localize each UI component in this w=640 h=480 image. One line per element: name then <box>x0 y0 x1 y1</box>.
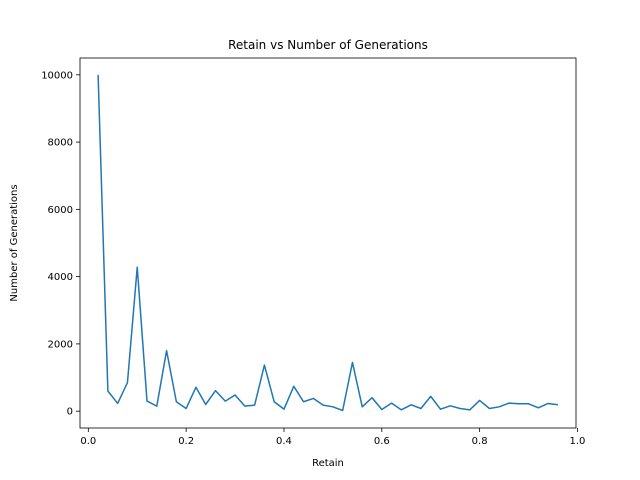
y-tick-label: 2000 <box>48 339 73 350</box>
y-tick-label: 0 <box>67 407 73 418</box>
plot-area <box>97 74 559 412</box>
series-line <box>97 74 559 412</box>
y-tick-label: 6000 <box>48 205 73 216</box>
y-tick-label: 8000 <box>48 138 73 149</box>
y-tick-label: 4000 <box>48 272 73 283</box>
x-tick-label: 1.0 <box>570 436 586 447</box>
x-axis-label: Retain <box>312 458 344 469</box>
y-axis-label: Number of Generations <box>9 184 20 301</box>
x-axis: 0.0 0.2 0.4 0.6 0.8 1.0 <box>80 428 585 447</box>
x-tick-label: 0.6 <box>374 436 390 447</box>
y-tick-label: 10000 <box>41 70 73 81</box>
x-tick-label: 0.2 <box>178 436 194 447</box>
plot-frame <box>79 57 577 429</box>
x-tick-label: 0.0 <box>80 436 96 447</box>
chart-title: Retain vs Number of Generations <box>228 38 428 52</box>
y-axis: 0 2000 4000 6000 8000 10000 <box>41 70 80 418</box>
x-tick-label: 0.4 <box>276 436 292 447</box>
x-tick-label: 0.8 <box>472 436 488 447</box>
